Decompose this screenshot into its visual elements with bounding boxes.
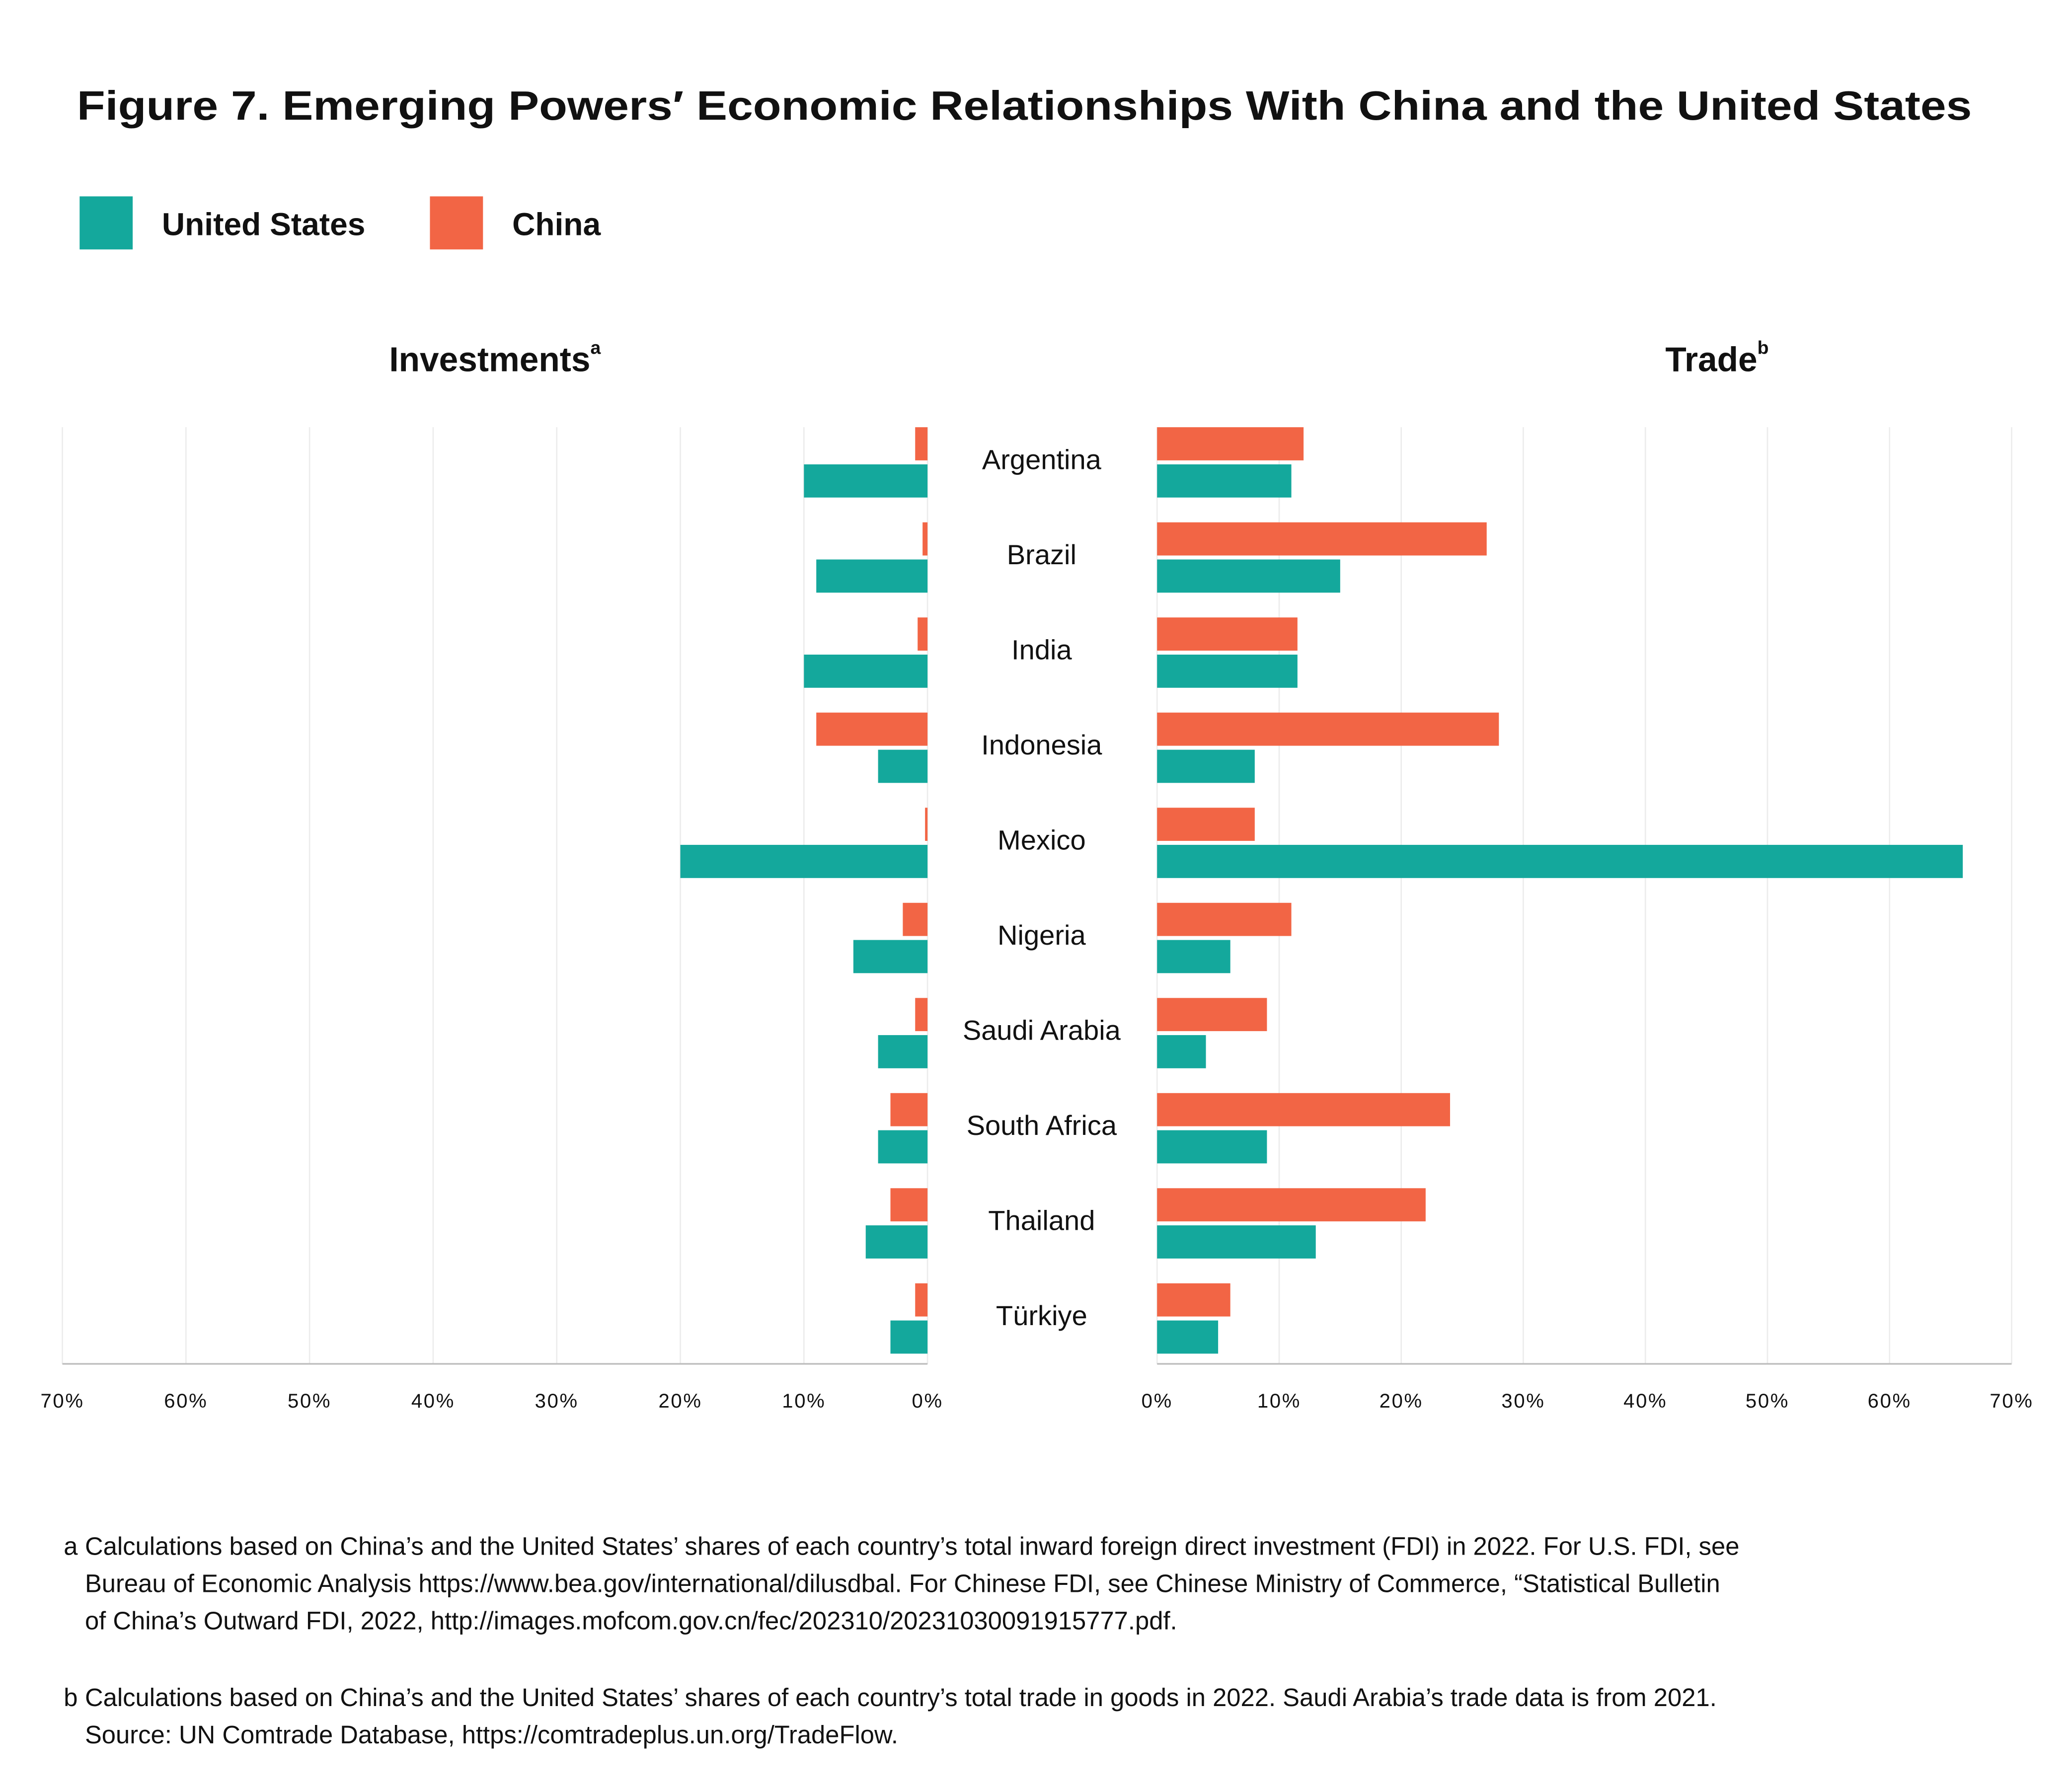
bar (1157, 1093, 1451, 1126)
bar (816, 559, 928, 593)
category-label: India (1011, 634, 1072, 665)
legend-swatch (430, 196, 483, 250)
bar (853, 940, 928, 973)
x-tick-label: 10% (1257, 1390, 1301, 1412)
bar (804, 654, 928, 688)
panel-title-text: Trade (1665, 340, 1757, 379)
bar (925, 808, 928, 841)
x-tick-label: 30% (535, 1390, 579, 1412)
category-label: Türkiye (996, 1300, 1087, 1331)
bar (922, 522, 928, 556)
panel-title-note: a (591, 337, 602, 358)
legend-label: United States (162, 207, 366, 242)
bar (1157, 1188, 1426, 1222)
footnote-marker: b (64, 1683, 77, 1712)
bar (1157, 654, 1298, 688)
x-tick-label: 0% (912, 1390, 943, 1412)
footnote-line: Calculations based on China’s and the Un… (85, 1532, 1740, 1561)
x-tick-label: 50% (1746, 1390, 1789, 1412)
bar (890, 1320, 928, 1354)
x-tick-label: 20% (1380, 1390, 1423, 1412)
bar (903, 902, 928, 936)
bar (1157, 1283, 1230, 1317)
bar (1157, 427, 1304, 460)
bar (804, 464, 928, 498)
bar (918, 617, 928, 651)
bar (1157, 749, 1255, 783)
bar (915, 998, 928, 1032)
legend-label: China (512, 207, 601, 242)
x-tick-label: 50% (288, 1390, 331, 1412)
bar (1157, 522, 1487, 556)
bar (1157, 808, 1255, 841)
x-tick-label: 20% (658, 1390, 702, 1412)
category-label: Brazil (1007, 539, 1076, 570)
bar (1157, 1225, 1316, 1259)
category-label: Mexico (997, 824, 1086, 855)
x-tick-label: 60% (164, 1390, 208, 1412)
bar (890, 1093, 928, 1126)
bar (915, 427, 928, 460)
category-label: Thailand (988, 1205, 1095, 1236)
bar (1157, 1130, 1267, 1164)
bar (1157, 845, 1963, 878)
bar (1157, 940, 1230, 973)
category-label: South Africa (967, 1110, 1117, 1141)
bar (1157, 617, 1298, 651)
bar (1157, 1035, 1206, 1068)
panel-title-text: Investments (389, 340, 590, 379)
panel-title: Tradeb (1665, 337, 1768, 378)
x-tick-label: 10% (782, 1390, 826, 1412)
category-label: Indonesia (981, 729, 1102, 760)
bar (878, 749, 928, 783)
bar (1157, 712, 1499, 746)
bar (890, 1188, 928, 1222)
bar (1157, 902, 1292, 936)
x-tick-label: 60% (1868, 1390, 1912, 1412)
chart-title: Figure 7. Emerging Powers′ Economic Rela… (77, 82, 1972, 129)
category-label: Saudi Arabia (963, 1015, 1121, 1046)
category-label: Nigeria (997, 919, 1086, 951)
panel-title-note: b (1758, 337, 1769, 358)
x-tick-label: 70% (40, 1390, 84, 1412)
category-label: Argentina (982, 444, 1102, 475)
x-tick-label: 40% (411, 1390, 455, 1412)
footnote-line: Calculations based on China’s and the Un… (85, 1683, 1717, 1712)
footnote-line: Bureau of Economic Analysis https://www.… (85, 1569, 1720, 1597)
x-tick-label: 0% (1142, 1390, 1173, 1412)
bar (680, 845, 928, 878)
x-tick-label: 70% (1990, 1390, 2033, 1412)
footnote-line: of China’s Outward FDI, 2022, http://ima… (85, 1606, 1177, 1635)
legend-swatch (79, 196, 133, 250)
bar (878, 1035, 928, 1068)
bar (915, 1283, 928, 1317)
bar (865, 1225, 928, 1259)
x-tick-label: 40% (1623, 1390, 1667, 1412)
panel-title: Investmentsa (389, 337, 601, 378)
footnote-marker: a (64, 1532, 78, 1561)
bar (1157, 998, 1267, 1032)
bar (816, 712, 928, 746)
bar (1157, 1320, 1219, 1354)
footnote-line: Source: UN Comtrade Database, https://co… (85, 1720, 898, 1749)
x-tick-label: 30% (1501, 1390, 1545, 1412)
bar (1157, 464, 1292, 498)
bar (878, 1130, 928, 1164)
bar (1157, 559, 1340, 593)
